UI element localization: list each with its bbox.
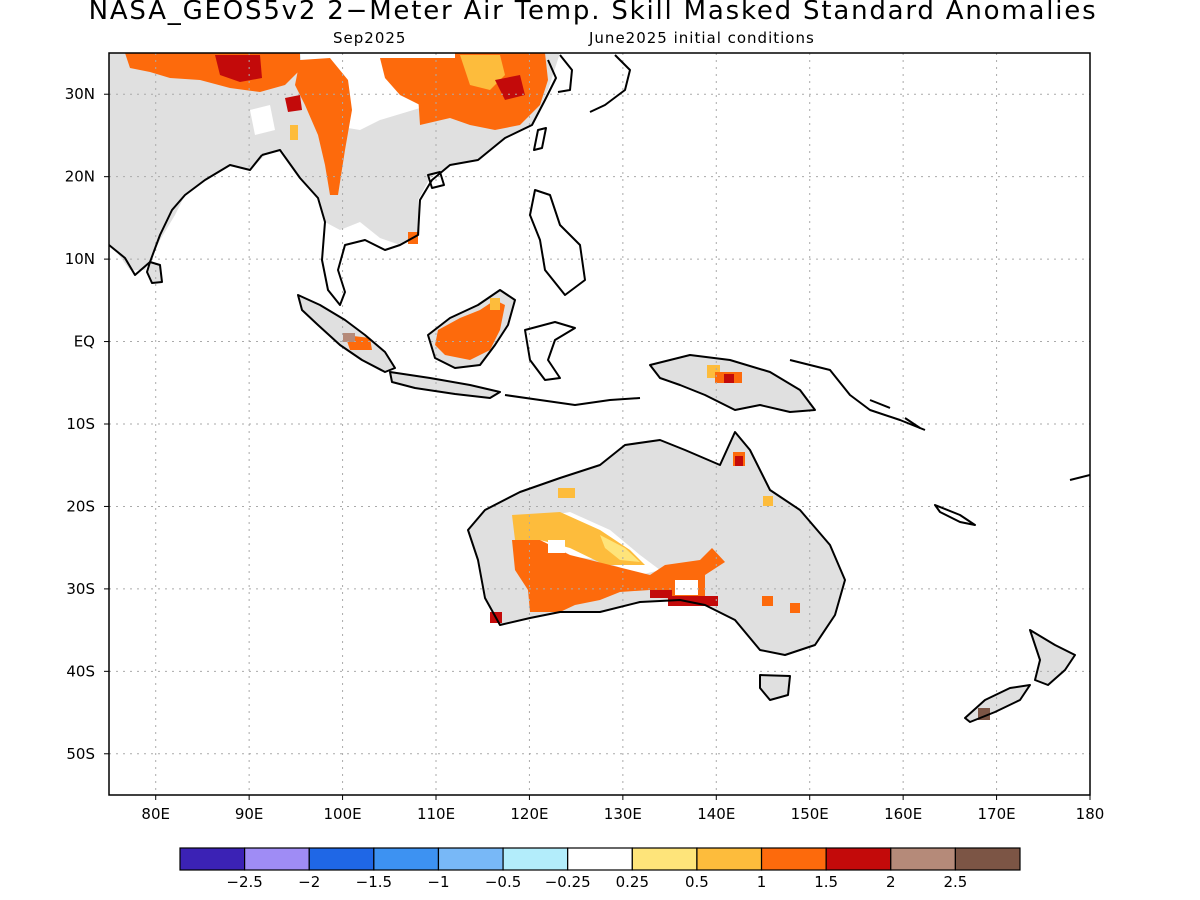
warm-anomalies [125, 53, 990, 720]
legend-label: 0.25 [616, 873, 649, 891]
legend-label: −2.5 [226, 873, 262, 891]
coast-hainan [427, 171, 445, 189]
lat-tick-label: 30S [66, 580, 95, 598]
lon-tick-label: 150E [791, 805, 829, 823]
lat-tick-label: 20S [66, 497, 95, 515]
coast-korea [557, 54, 573, 93]
legend-label: −1.5 [356, 873, 392, 891]
lat-tick-label: 20N [65, 168, 95, 186]
legend-swatch [179, 847, 246, 871]
lon-tick-label: 130E [604, 805, 642, 823]
legend-label: 0.5 [685, 873, 709, 891]
coast-india [109, 154, 263, 276]
initial-conditions: June2025 initial conditions [589, 29, 815, 47]
lon-tick-label: 80E [141, 805, 170, 823]
coast-nz-north [1029, 629, 1076, 686]
legend-label: 2.5 [943, 873, 967, 891]
legend-swatch [308, 847, 375, 871]
land-sri-lanka [147, 262, 162, 283]
legend-swatch [631, 847, 698, 871]
lon-tick-label: 120E [510, 805, 548, 823]
legend-swatch [567, 847, 633, 871]
latitude-axis: 30N 20N 10N EQ 10S 20S 30S 40S 50S [65, 85, 109, 763]
lat-tick-label: 40S [66, 662, 95, 680]
legend-swatch [954, 847, 1021, 871]
lon-tick-label: 180 [1076, 805, 1105, 823]
legend-label: −1 [427, 873, 449, 891]
lat-tick-label: 50S [66, 745, 95, 763]
lat-tick-label: 30N [65, 85, 95, 103]
coast-fiji [1069, 474, 1090, 481]
legend-label: −2 [298, 873, 320, 891]
legend-swatch [373, 847, 440, 871]
coastlines [109, 54, 1090, 723]
longitude-axis: 80E 90E 100E 110E 120E 130E 140E 150E 160E 170E 18… [141, 795, 1104, 823]
coast-solomons [869, 399, 921, 429]
legend-swatch [760, 847, 827, 871]
lon-tick-label: 90E [235, 805, 264, 823]
lon-tick-label: 100E [324, 805, 362, 823]
lat-tick-label: EQ [74, 333, 95, 351]
lon-tick-label: 140E [697, 805, 735, 823]
coast-new-guinea [649, 354, 816, 413]
legend-swatch [244, 847, 310, 871]
legend-swatch [437, 847, 504, 871]
land-java [390, 372, 500, 398]
legend-label: 1 [757, 873, 767, 891]
lat-tick-label: 10N [65, 250, 95, 268]
graticule [109, 53, 1090, 795]
map-title: NASA_GEOS5v2 2−Meter Air Temp. Skill Mas… [88, 0, 1098, 26]
legend-label: 1.5 [814, 873, 838, 891]
color-legend: −2.5 −2 −1.5 −1 −0.5 −0.25 0.25 0.5 1 1.5 2 2.5 [179, 847, 1021, 891]
legend-label: −0.25 [545, 873, 591, 891]
lon-tick-label: 170E [978, 805, 1016, 823]
coast-nz-south [964, 684, 1031, 723]
coast-japan [589, 54, 631, 113]
land-new-zealand-south [965, 685, 1030, 722]
legend-swatch [890, 847, 956, 871]
coast-borneo [427, 289, 516, 369]
legend-label: −0.5 [485, 873, 521, 891]
land-tasmania [760, 675, 790, 700]
forecast-month: Sep2025 [333, 29, 407, 47]
coast-bismarck [789, 359, 926, 431]
coast-australia [467, 431, 846, 656]
land-new-guinea [650, 355, 815, 412]
coast-sumatra [297, 294, 396, 373]
coast-indochina [261, 59, 557, 306]
coast-tasmania [759, 674, 791, 701]
legend-swatch [502, 847, 569, 871]
map-canvas [109, 53, 1090, 795]
legend-swatch [696, 847, 763, 871]
legend-swatch [825, 847, 892, 871]
coast-lesser-sunda [504, 394, 641, 406]
masked-land [109, 53, 1075, 722]
coast-philippines [529, 189, 586, 296]
coast-sulawesi [524, 321, 576, 381]
lon-tick-label: 110E [417, 805, 455, 823]
lat-tick-label: 10S [66, 415, 95, 433]
coast-new-caledonia [934, 504, 976, 526]
coast-sri-lanka [146, 261, 163, 284]
legend-label: 2 [886, 873, 896, 891]
lon-tick-label: 160E [884, 805, 922, 823]
coast-java [389, 371, 501, 399]
coast-taiwan [533, 127, 547, 151]
